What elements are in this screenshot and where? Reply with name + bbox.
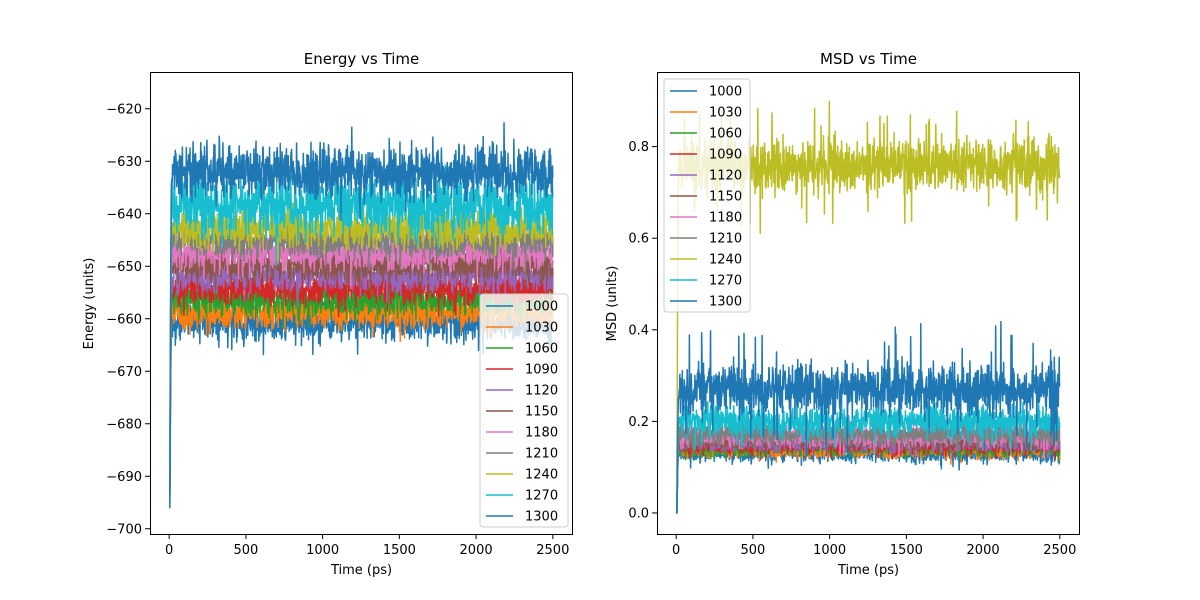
energy-y-tick-label: −690 xyxy=(106,470,142,485)
msd-legend-label: 1270 xyxy=(709,274,742,289)
energy-series-1300 xyxy=(168,122,554,509)
msd-x-tick-label: 2000 xyxy=(967,543,1000,558)
energy-x-tick-label: 1000 xyxy=(306,543,339,558)
energy-y-tick-label: −650 xyxy=(106,260,142,275)
energy-legend-label: 1030 xyxy=(525,321,558,336)
energy-legend-label: 1180 xyxy=(525,426,558,441)
msd-legend-label: 1000 xyxy=(709,85,742,100)
energy-legend-label: 1150 xyxy=(525,405,558,420)
energy-legend-label: 1270 xyxy=(525,489,558,504)
msd-y-tick-label: 0.2 xyxy=(628,415,649,430)
energy-y-tick-label: −670 xyxy=(106,365,142,380)
energy-x-tick-label: 0 xyxy=(165,543,173,558)
msd-legend-label: 1210 xyxy=(709,232,742,247)
msd-legend-label: 1180 xyxy=(709,211,742,226)
msd-y-tick-label: 0.4 xyxy=(628,323,649,338)
energy-legend-frame xyxy=(479,293,569,528)
energy-legend-label: 1120 xyxy=(525,384,558,399)
energy-y-tick-label: −640 xyxy=(106,207,142,222)
energy-y-tick-label: −660 xyxy=(106,312,142,327)
msd-y-axis-label: MSD (units) xyxy=(605,266,620,342)
energy-legend-label: 1090 xyxy=(525,363,558,378)
energy-x-tick-label: 2500 xyxy=(536,543,569,558)
msd-x-tick-label: 0 xyxy=(672,543,680,558)
msd-legend-label: 1240 xyxy=(709,253,742,268)
msd-legend-label: 1060 xyxy=(709,127,742,142)
msd-legend-label: 1030 xyxy=(709,106,742,121)
msd-y-tick-label: 0.8 xyxy=(628,140,649,155)
msd-x-tick-label: 500 xyxy=(740,543,765,558)
msd-plot-lines xyxy=(675,100,1061,514)
energy-y-tick-label: −680 xyxy=(106,417,142,432)
energy-x-tick-label: 500 xyxy=(233,543,258,558)
energy-legend: 1000 1030 1060 1090 1120 1150 1180 1210 1240 1270… xyxy=(479,293,569,528)
msd-y-ticks: 0.0 0.2 0.4 0.6 0.8 xyxy=(628,140,657,521)
energy-y-axis-label: Energy (units) xyxy=(82,258,97,350)
energy-x-tick-label: 1500 xyxy=(383,543,416,558)
msd-x-ticks: 0 500 1000 1500 2000 2500 xyxy=(672,534,1076,558)
msd-plot-frame xyxy=(657,72,1080,535)
msd-chart: MSD vs Time 0 500 1000 1500 2000 2500 0.00.20… xyxy=(605,50,1080,578)
msd-legend-label: 1120 xyxy=(709,169,742,184)
msd-x-axis-label: Time (ps) xyxy=(837,563,899,578)
energy-series-1240 xyxy=(168,193,554,472)
energy-y-tick-label: −700 xyxy=(106,522,142,537)
msd-chart-title: MSD vs Time xyxy=(820,50,917,68)
msd-x-tick-label: 1000 xyxy=(813,543,846,558)
energy-x-ticks: 0 500 1000 1500 2000 2500 xyxy=(165,534,569,558)
msd-x-tick-label: 1500 xyxy=(890,543,923,558)
energy-legend-label: 1210 xyxy=(525,447,558,462)
energy-x-tick-label: 2000 xyxy=(460,543,493,558)
msd-y-tick-label: 0.6 xyxy=(628,232,649,247)
energy-legend-label: 1300 xyxy=(525,510,558,525)
msd-legend-label: 1150 xyxy=(709,190,742,205)
energy-legend-label: 1240 xyxy=(525,468,558,483)
msd-legend: 1000 1030 1060 1090 1120 1150 1180 1210 1240 1270… xyxy=(663,78,751,313)
msd-legend-frame xyxy=(663,78,751,313)
energy-y-tick-label: −630 xyxy=(106,155,142,170)
energy-chart-title: Energy vs Time xyxy=(304,50,419,68)
energy-x-axis-label: Time (ps) xyxy=(330,563,392,578)
msd-x-tick-label: 2500 xyxy=(1043,543,1076,558)
energy-legend-label: 1000 xyxy=(525,300,558,315)
energy-y-tick-label: −620 xyxy=(106,102,142,117)
energy-legend-label: 1060 xyxy=(525,342,558,357)
energy-chart: Energy vs Time 0 500 1000 1500 2000 2500 −700… xyxy=(82,50,573,578)
msd-legend-label: 1300 xyxy=(709,295,742,310)
msd-y-tick-label: 0.0 xyxy=(628,506,649,521)
energy-plot-frame xyxy=(150,72,573,535)
msd-series-1300 xyxy=(675,320,1061,514)
msd-legend-label: 1090 xyxy=(709,148,742,163)
energy-y-ticks: −700 −690 −680 −670 −660 −650 −640 −630 −620 xyxy=(106,102,150,537)
